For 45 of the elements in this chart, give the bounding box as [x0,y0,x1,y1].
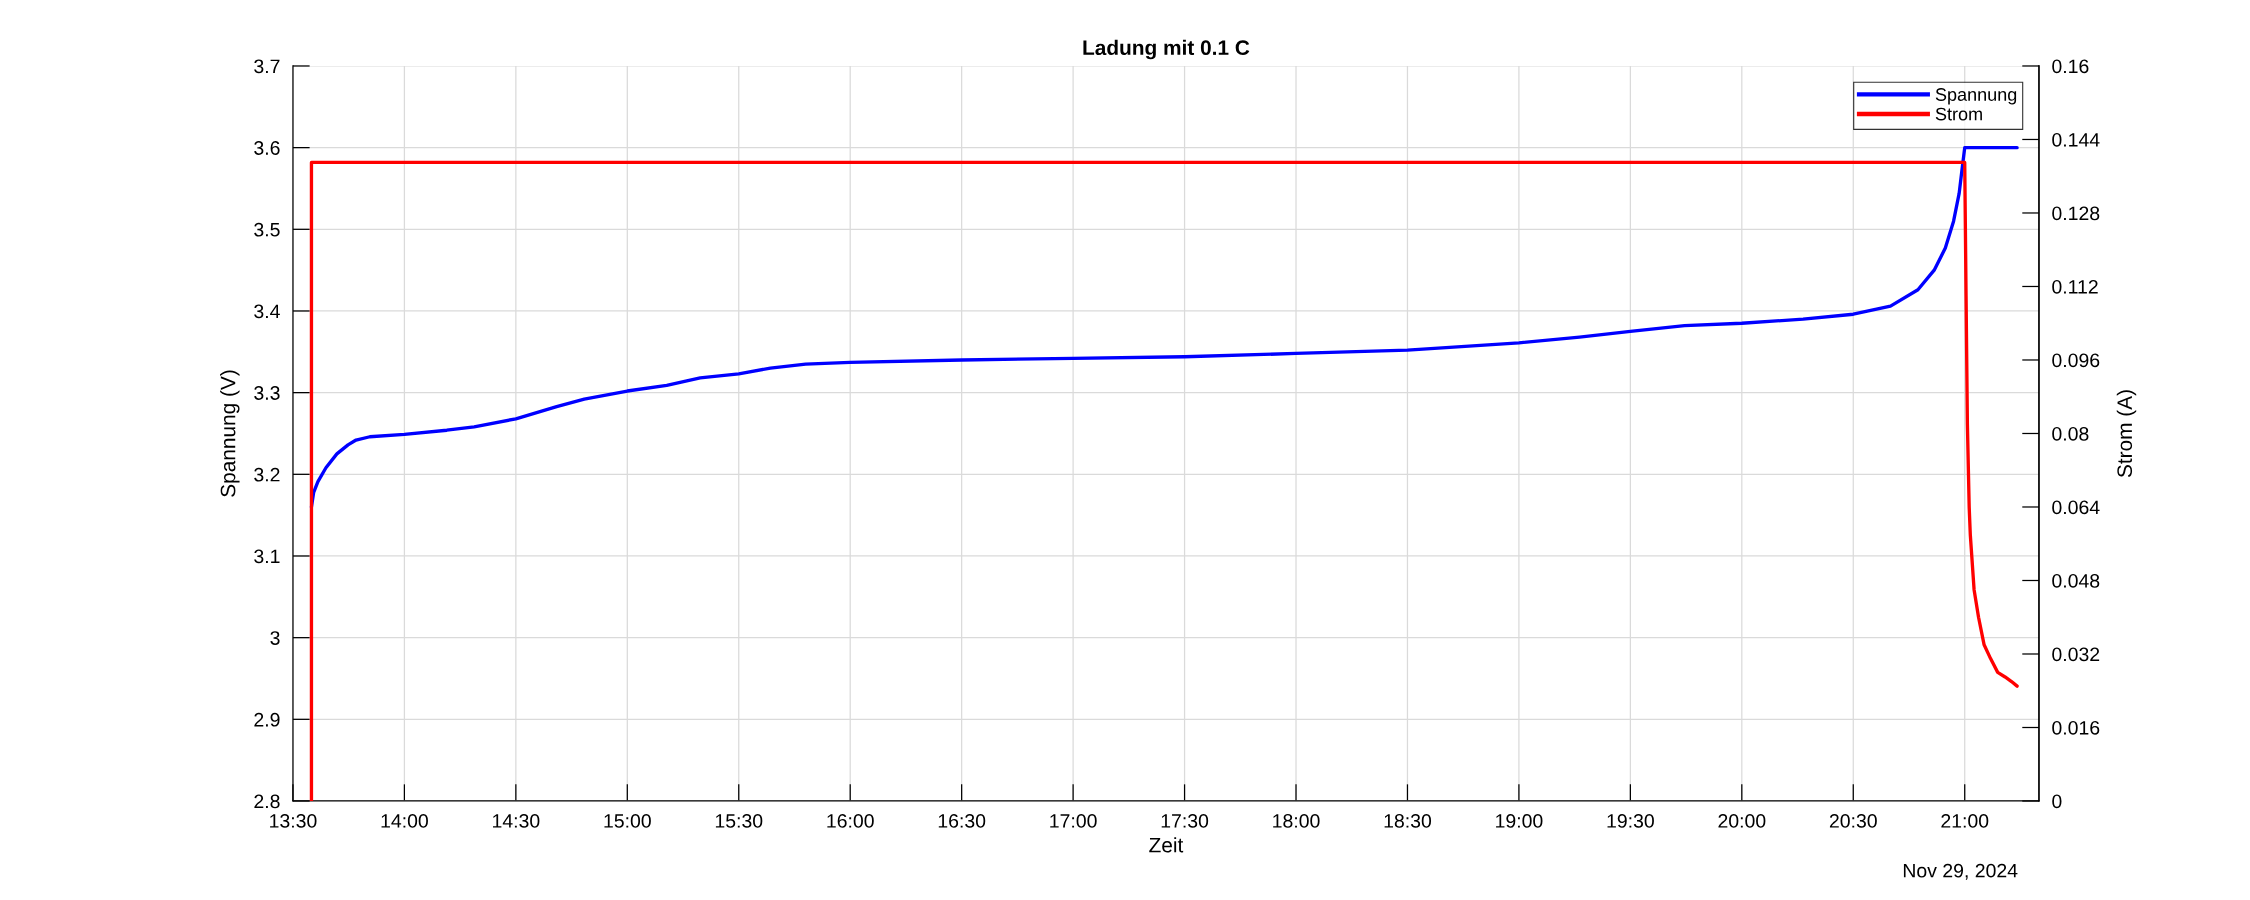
y2-tick-label: 0.112 [2052,279,2098,294]
x-tick-label: 13:30 [270,814,317,828]
x-tick-label: 16:00 [827,814,874,828]
y2-tick-label: 0.128 [2052,206,2100,221]
x-tick-label: 19:30 [1607,814,1654,828]
x-tick-label: 17:30 [1161,814,1209,828]
y2-tick-label: 0.096 [2052,353,2100,368]
x-tick-label: 19:00 [1496,814,1543,828]
y-tick-label: 3 [270,631,280,645]
y-tick-label: 3.7 [254,59,280,74]
y2-tick-label: 0 [2052,794,2062,809]
y2-tick-label: 0.064 [2052,500,2100,515]
y2-tick-label: 0.032 [2052,647,2100,662]
x-tick-label: 18:00 [1273,814,1320,828]
y-tick-label: 3.5 [254,222,280,237]
x-tick-label: 15:00 [604,814,651,828]
x-axis-title: Zeit [1149,837,1184,853]
y2-tick-label: 0.048 [2052,573,2100,588]
y-tick-label: 2.9 [254,712,280,727]
y-tick-label: 3.4 [254,304,280,319]
y-tick-label: 3.1 [254,549,280,564]
y-tick-label: 3.2 [254,467,280,482]
legend-label: Spannung [1935,88,2017,105]
y2-tick-label: 0.144 [2052,132,2100,147]
x-tick-label: 21:00 [1941,814,1989,828]
y2-tick-label: 0.16 [2052,59,2089,74]
x-tick-label: 20:00 [1718,814,1766,828]
x-tick-label: 17:00 [1050,814,1097,828]
y-tick-label: 3.6 [254,141,280,155]
y-axis-title: Spannung (V) [220,370,240,497]
text: Nov 29, 2024 [1903,863,2018,880]
y-tick-label: 2.8 [254,794,280,809]
x-tick-label: 14:30 [493,814,540,828]
y2-tick-label: 0.016 [2052,720,2100,735]
x-tick-label: 18:30 [1384,814,1432,828]
x-tick-label: 16:30 [938,814,986,828]
y2-tick-label: 0.08 [2052,426,2089,441]
y-tick-label: 3.3 [254,386,280,400]
x-tick-label: 20:30 [1829,814,1877,828]
chart-title: Ladung mit 0.1 C [1083,39,1250,60]
x-tick-label: 15:30 [715,814,763,828]
y2-axis-title: Strom (A) [2116,390,2137,478]
line-series [309,160,2019,801]
legend-label: Strom [1935,107,1982,121]
x-tick-label: 14:00 [381,814,428,828]
